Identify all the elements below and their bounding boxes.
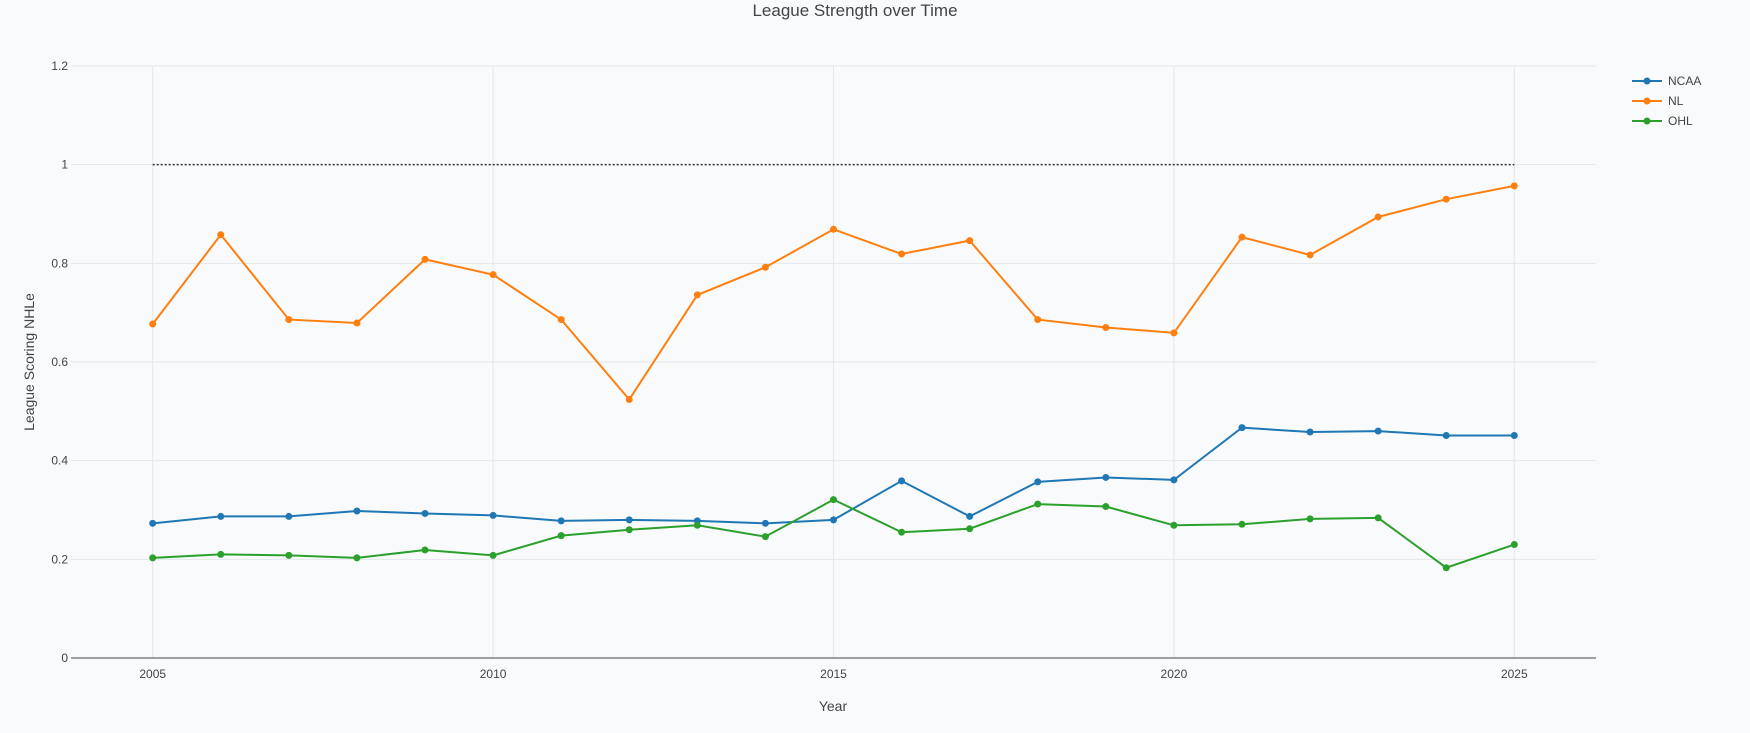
data-point xyxy=(149,519,157,527)
data-point xyxy=(1306,428,1314,436)
data-point xyxy=(761,263,769,271)
data-point xyxy=(1374,514,1382,522)
y-tick-label: 0.2 xyxy=(51,552,68,566)
data-point xyxy=(761,519,769,527)
data-point xyxy=(1170,329,1178,337)
data-point xyxy=(1170,476,1178,484)
data-point xyxy=(966,525,974,533)
legend-marker xyxy=(1643,117,1651,125)
chart-title: League Strength over Time xyxy=(752,1,957,20)
data-point xyxy=(353,554,361,562)
data-point xyxy=(1374,213,1382,221)
data-point xyxy=(489,271,497,279)
data-point xyxy=(1238,520,1246,528)
y-tick-label: 1 xyxy=(61,158,68,172)
data-point xyxy=(1034,500,1042,508)
data-point xyxy=(1170,521,1178,529)
x-axis-label: Year xyxy=(819,698,848,714)
data-point xyxy=(830,516,837,524)
data-point xyxy=(285,512,293,520)
data-point xyxy=(557,316,565,324)
data-point xyxy=(966,237,974,245)
data-point xyxy=(1374,427,1382,435)
data-point xyxy=(557,532,565,540)
y-axis-label: League Scoring NHLe xyxy=(21,293,37,431)
data-point xyxy=(761,533,769,541)
data-point xyxy=(898,477,906,485)
x-tick-label: 2015 xyxy=(820,667,847,681)
data-point xyxy=(693,521,701,529)
data-point xyxy=(898,250,906,258)
data-point xyxy=(1034,478,1042,486)
data-point xyxy=(966,512,974,520)
data-point xyxy=(489,551,497,559)
data-point xyxy=(1306,515,1314,523)
data-point xyxy=(1510,541,1518,549)
data-point xyxy=(1442,195,1450,203)
data-point xyxy=(353,507,361,515)
x-tick-label: 2010 xyxy=(480,667,507,681)
legend-marker xyxy=(1643,97,1651,105)
data-point xyxy=(1034,316,1042,324)
data-point xyxy=(1442,432,1450,440)
data-point xyxy=(1238,233,1246,241)
data-point xyxy=(217,512,225,520)
data-point xyxy=(489,511,497,519)
legend: NCAA NL OHL xyxy=(1632,74,1701,128)
x-tick-label: 2025 xyxy=(1501,667,1528,681)
data-point xyxy=(693,291,701,299)
data-point xyxy=(1238,424,1246,432)
data-point xyxy=(830,496,837,504)
data-point xyxy=(898,528,906,536)
legend-label: NL xyxy=(1668,94,1684,108)
data-point xyxy=(1102,503,1110,511)
legend-label: NCAA xyxy=(1668,74,1701,88)
series-nl xyxy=(149,182,1518,403)
series-ohl xyxy=(149,496,1518,572)
data-point xyxy=(421,546,429,554)
data-point xyxy=(1442,564,1450,572)
data-point xyxy=(1306,251,1314,259)
data-point xyxy=(217,231,225,239)
x-tick-label: 2020 xyxy=(1161,667,1188,681)
x-tick-label: 2005 xyxy=(139,667,166,681)
data-point xyxy=(285,551,293,559)
data-point xyxy=(557,517,565,525)
data-point xyxy=(285,316,293,324)
data-point xyxy=(830,225,837,233)
y-tick-label: 0.6 xyxy=(51,355,68,369)
data-point xyxy=(1102,323,1110,331)
legend-marker xyxy=(1643,77,1651,85)
data-point xyxy=(353,319,361,327)
y-tick-label: 0 xyxy=(61,651,68,665)
data-point xyxy=(149,554,157,562)
data-point xyxy=(625,395,633,403)
data-point xyxy=(421,255,429,263)
data-point xyxy=(421,509,429,517)
data-point xyxy=(217,550,225,558)
y-tick-label: 0.8 xyxy=(51,256,68,270)
series-ncaa xyxy=(149,424,1518,527)
data-point xyxy=(1510,182,1518,190)
data-point xyxy=(1102,473,1110,481)
data-point xyxy=(625,526,633,534)
data-point xyxy=(149,320,157,328)
data-point xyxy=(625,516,633,524)
legend-label: OHL xyxy=(1668,114,1693,128)
data-point xyxy=(1510,432,1518,440)
y-tick-label: 1.2 xyxy=(51,59,68,73)
y-tick-label: 0.4 xyxy=(51,454,68,468)
